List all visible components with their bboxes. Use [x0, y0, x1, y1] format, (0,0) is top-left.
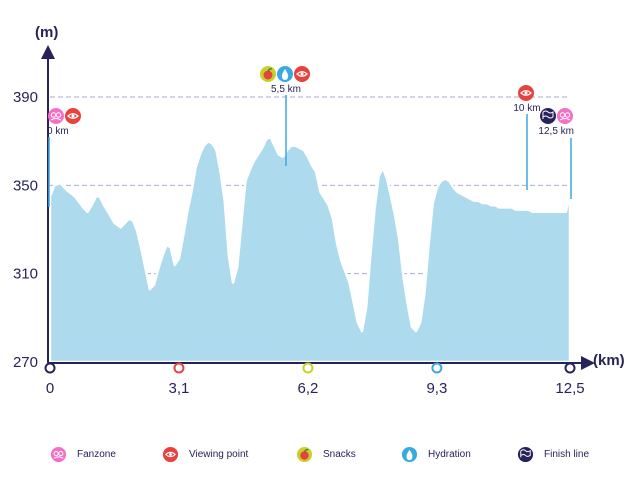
poi-km-label: 0 km [47, 126, 69, 137]
x-tick-marker [302, 362, 314, 374]
poi-group: 5,5 km [260, 66, 310, 166]
finish-line-icon [517, 446, 534, 462]
y-tick-label: 310 [13, 266, 38, 283]
legend-label: Viewing point [189, 448, 249, 460]
legend-item-viewing: Viewing point [162, 444, 248, 464]
legend-item-finish: Finish line [517, 444, 589, 464]
legend-label: Fanzone [77, 448, 116, 460]
x-tick-marker [431, 362, 443, 374]
viewing-point-icon [294, 66, 310, 82]
y-ticks: 270 310 350 390 [13, 89, 38, 371]
viewing-point-icon [518, 85, 534, 101]
y-axis-title: (m) [35, 24, 58, 41]
y-tick-label: 270 [13, 354, 38, 371]
legend-label: Finish line [544, 448, 590, 460]
x-tick-label: 6,2 [297, 380, 318, 397]
snacks-icon [260, 66, 276, 82]
legend-item-hydration: Hydration [401, 444, 471, 464]
legend-item-fanzone: Fanzone [50, 444, 116, 464]
poi-group: 10 km [513, 85, 541, 190]
axes: (m) (km) [35, 24, 625, 370]
x-tick-label: 12,5 [555, 380, 584, 397]
x-axis-title: (km) [593, 352, 625, 369]
snacks-icon [296, 446, 313, 462]
x-ticks: 0 3,1 6,2 9,3 12,5 [44, 362, 585, 397]
viewing-point-icon [162, 446, 179, 462]
poi-km-label: 5,5 km [271, 84, 301, 95]
y-tick-label: 390 [13, 89, 38, 106]
poi-km-label: 10 km [513, 103, 540, 114]
y-tick-label: 350 [13, 177, 38, 194]
viewing-point-icon [65, 108, 81, 124]
x-tick-label: 0 [46, 380, 54, 397]
fanzone-icon [48, 108, 64, 124]
poi-km-label: 12,5 km [538, 126, 574, 137]
points-of-interest: 0 km 5,5 km 10 km 12,5 km [47, 66, 574, 207]
poi-group: 12,5 km [538, 108, 574, 199]
legend-item-snacks: Snacks [296, 444, 356, 464]
elevation-area [48, 135, 572, 364]
poi-group: 0 km [47, 108, 81, 207]
fanzone-icon [50, 446, 67, 462]
legend-label: Snacks [323, 448, 356, 460]
x-tick-marker [173, 362, 185, 374]
x-tick-marker [564, 362, 576, 374]
x-tick-marker [44, 362, 56, 374]
x-tick-label: 3,1 [169, 380, 190, 397]
elevation-area-path [48, 135, 572, 364]
x-tick-label: 9,3 [426, 380, 447, 397]
legend: Fanzone Viewing point Snacks Hydration Finis… [0, 444, 640, 466]
finish-line-icon [540, 108, 556, 124]
hydration-icon [277, 66, 293, 82]
hydration-icon [401, 446, 418, 462]
legend-label: Hydration [428, 448, 471, 460]
fanzone-icon [557, 108, 573, 124]
